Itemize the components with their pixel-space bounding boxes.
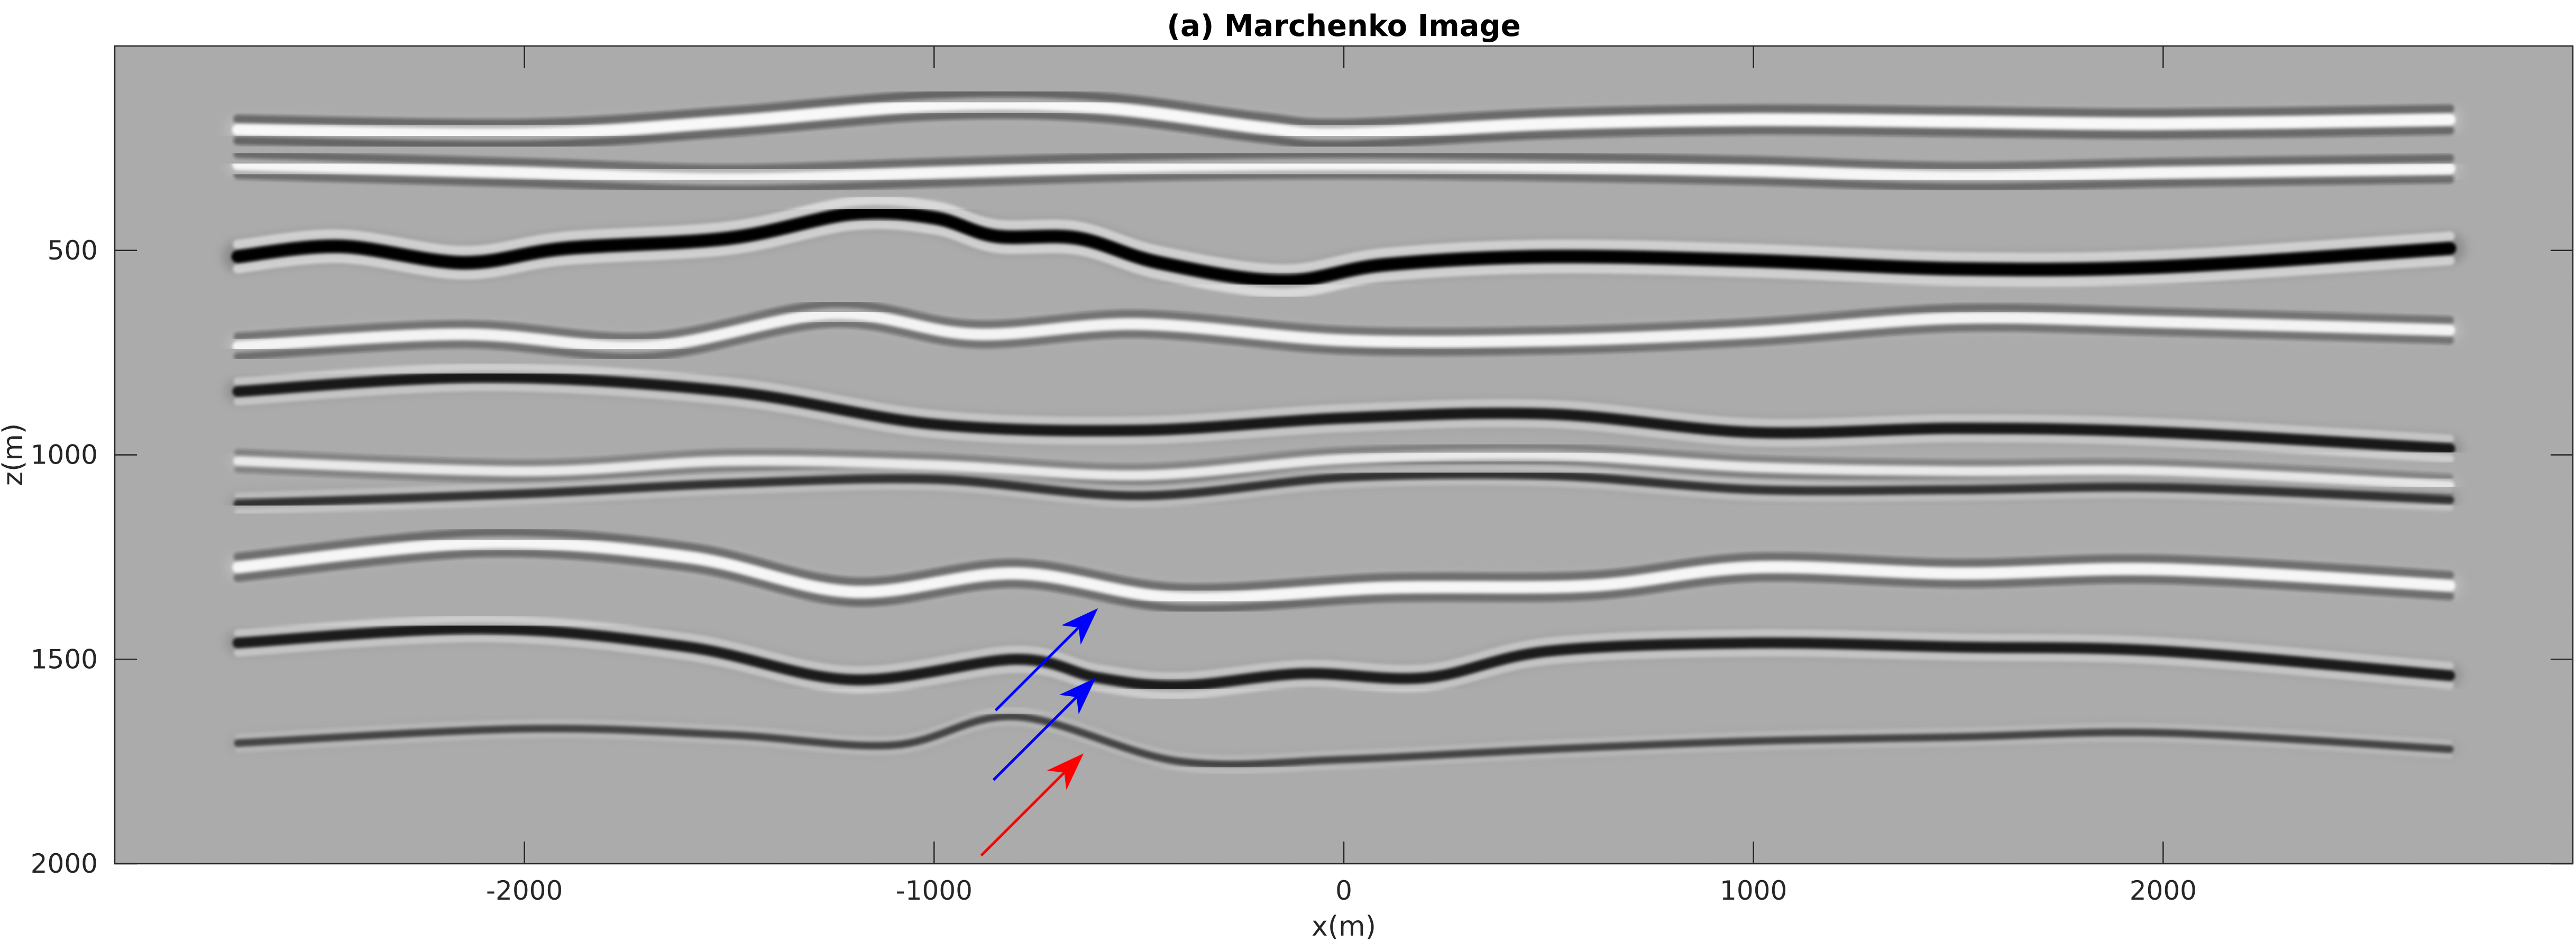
- reflector-8: [224, 528, 2463, 613]
- reflector-upper-lobe: [233, 299, 2454, 341]
- arrow-shaft: [992, 696, 1078, 781]
- arrow-head: [1061, 608, 1098, 645]
- y-axis-ticks: 500 1000 1500 2000: [31, 235, 2573, 879]
- reflector-upper-lobe: [233, 363, 2454, 443]
- x-axis-label: x(m): [1312, 911, 1376, 942]
- x-tick-label: 2000: [2130, 875, 2197, 906]
- y-tick-label: 1000: [31, 440, 98, 470]
- reflector-4: [225, 299, 2463, 361]
- arrow-head: [1059, 678, 1096, 715]
- reflector-5: [225, 363, 2463, 463]
- y-tick-label: 500: [48, 235, 98, 266]
- x-tick-label: 1000: [1720, 875, 1787, 906]
- arrow-1: [994, 608, 1098, 711]
- reflector-main-lobe: [233, 450, 2454, 490]
- reflector-layer: [222, 88, 2465, 774]
- reflector-lower-lobe: [233, 319, 2454, 361]
- reflector-upper-lobe: [234, 463, 2453, 500]
- reflector-upper-lobe: [234, 615, 2454, 680]
- reflector-main-lobe: [232, 308, 2455, 353]
- plot-area: [114, 45, 2574, 865]
- y-tick-label: 2000: [31, 848, 98, 879]
- reflector-3: [222, 195, 2465, 298]
- reflector-lower-lobe: [234, 634, 2454, 700]
- reflector-main-lobe: [232, 98, 2456, 140]
- reflector-1: [224, 88, 2464, 150]
- arrow-shaft: [994, 626, 1080, 711]
- reflector-upper-lobe: [233, 195, 2455, 274]
- reflector-lower-lobe: [233, 219, 2455, 298]
- reflector-upper-lobe: [233, 88, 2454, 128]
- reflector-main-lobe: [232, 372, 2455, 454]
- reflector-main-lobe: [234, 713, 2454, 769]
- reflector-upper-lobe: [233, 528, 2454, 592]
- reflector-lower-lobe: [234, 479, 2453, 515]
- reflector-upper-lobe: [235, 707, 2453, 761]
- reflector-lower-lobe: [233, 110, 2454, 150]
- reflector-2: [224, 150, 2463, 193]
- reflector-main-lobe: [232, 623, 2455, 691]
- x-tick-label: -1000: [896, 875, 973, 906]
- arrow-head: [1047, 753, 1084, 790]
- y-axis-label: z(m): [0, 423, 29, 486]
- x-axis-ticks: -2000 -1000 0 1000 2000: [486, 46, 2197, 906]
- y-tick-label: 1500: [31, 644, 98, 674]
- arrow-2: [992, 678, 1096, 781]
- x-tick-label: 0: [1335, 875, 1352, 906]
- reflector-upper-lobe: [234, 442, 2453, 480]
- chart-title: (a) Marchenko Image: [1167, 9, 1520, 43]
- reflector-upper-lobe: [233, 150, 2454, 173]
- reflector-lower-lobe: [233, 549, 2454, 613]
- reflector-7: [227, 463, 2460, 515]
- reflector-10: [229, 707, 2459, 774]
- arrow-3: [980, 753, 1084, 857]
- reflector-lower-lobe: [233, 171, 2454, 193]
- arrow-shaft: [980, 772, 1066, 857]
- reflector-main-lobe: [232, 159, 2455, 184]
- reflector-main-lobe: [232, 537, 2455, 604]
- reflector-9: [225, 615, 2462, 700]
- x-tick-label: -2000: [486, 875, 563, 906]
- reflector-lower-lobe: [233, 383, 2454, 463]
- reflector-main-lobe: [231, 206, 2456, 288]
- arrow-annotations: [980, 608, 1098, 857]
- reflector-main-lobe: [233, 470, 2454, 509]
- reflector-lower-lobe: [235, 720, 2453, 774]
